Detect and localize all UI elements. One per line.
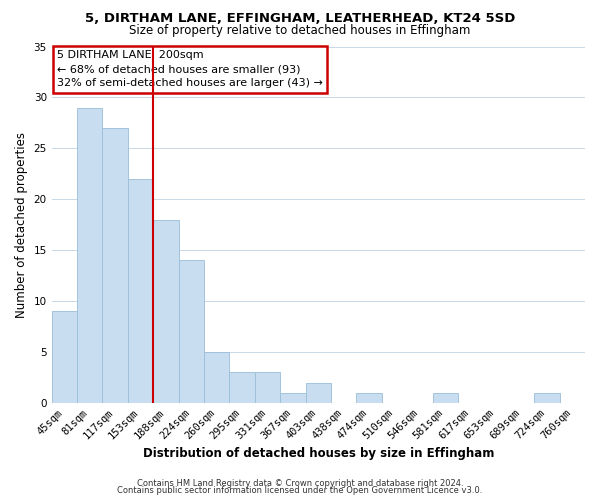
Text: Contains HM Land Registry data © Crown copyright and database right 2024.: Contains HM Land Registry data © Crown c… — [137, 478, 463, 488]
Bar — [305, 382, 331, 403]
Bar — [433, 393, 458, 403]
Bar — [103, 128, 128, 403]
Bar — [153, 220, 179, 403]
Bar — [280, 393, 305, 403]
Text: Size of property relative to detached houses in Effingham: Size of property relative to detached ho… — [130, 24, 470, 37]
Bar — [229, 372, 255, 403]
Text: 5, DIRTHAM LANE, EFFINGHAM, LEATHERHEAD, KT24 5SD: 5, DIRTHAM LANE, EFFINGHAM, LEATHERHEAD,… — [85, 12, 515, 26]
Bar — [204, 352, 229, 403]
Bar — [356, 393, 382, 403]
Bar — [52, 312, 77, 403]
X-axis label: Distribution of detached houses by size in Effingham: Distribution of detached houses by size … — [143, 447, 494, 460]
Text: Contains public sector information licensed under the Open Government Licence v3: Contains public sector information licen… — [118, 486, 482, 495]
Text: 5 DIRTHAM LANE: 200sqm
← 68% of detached houses are smaller (93)
32% of semi-det: 5 DIRTHAM LANE: 200sqm ← 68% of detached… — [57, 50, 323, 88]
Bar — [128, 179, 153, 403]
Bar — [255, 372, 280, 403]
Bar — [179, 260, 204, 403]
Bar — [534, 393, 560, 403]
Y-axis label: Number of detached properties: Number of detached properties — [15, 132, 28, 318]
Bar — [77, 108, 103, 403]
